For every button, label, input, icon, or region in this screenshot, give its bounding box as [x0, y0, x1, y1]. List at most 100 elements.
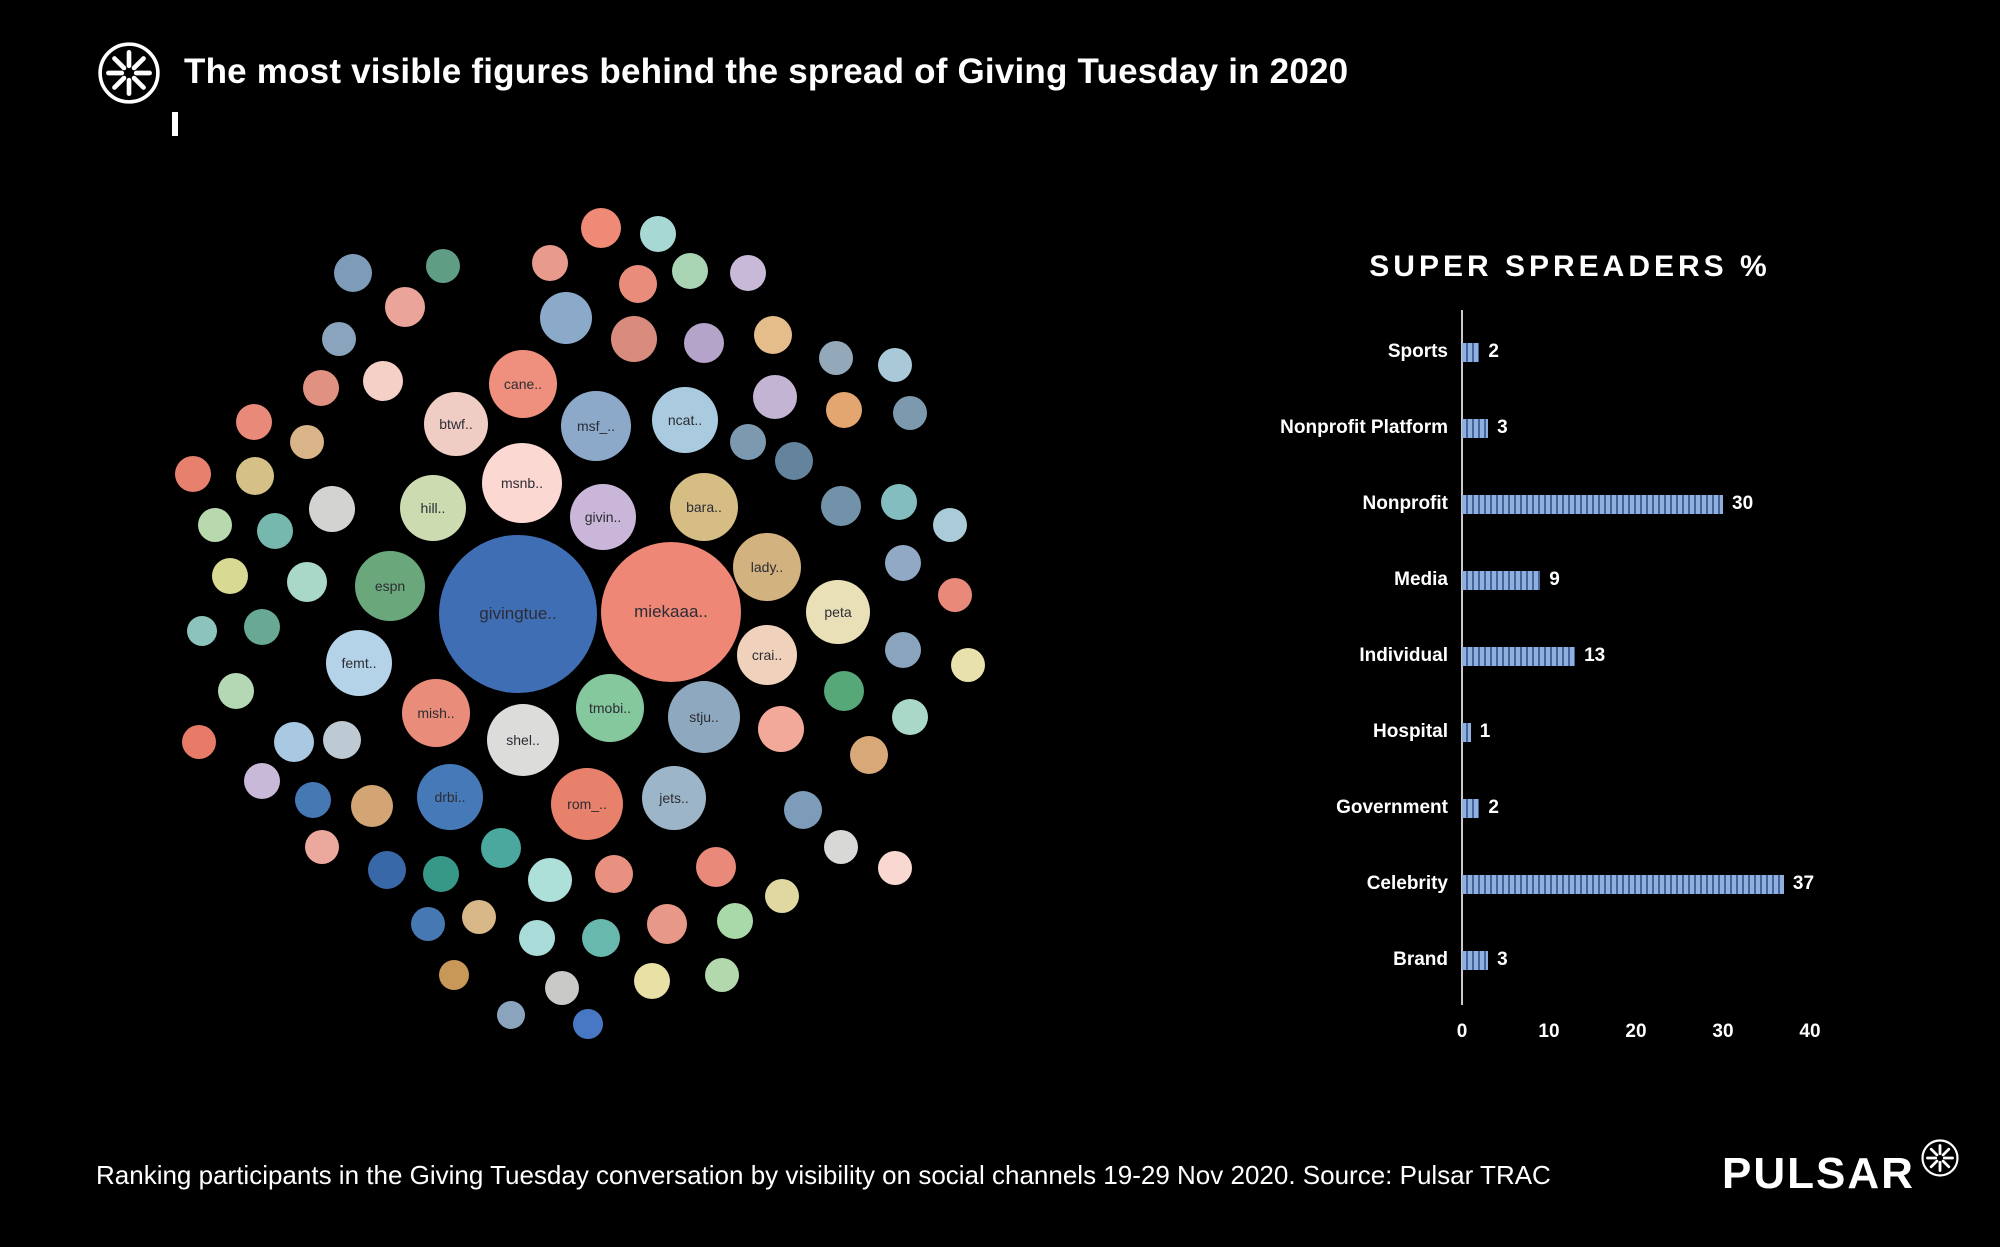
- bubble[interactable]: [696, 847, 736, 887]
- bubble[interactable]: [892, 699, 928, 735]
- bubble[interactable]: [881, 484, 917, 520]
- bubble-givin[interactable]: givin..: [570, 484, 636, 550]
- bubble[interactable]: [198, 508, 232, 542]
- bubble[interactable]: [423, 856, 459, 892]
- bubble[interactable]: [218, 673, 254, 709]
- bubble-ncat[interactable]: ncat..: [652, 387, 718, 453]
- bar[interactable]: [1462, 342, 1480, 362]
- bubble[interactable]: [323, 721, 361, 759]
- bubble[interactable]: [426, 249, 460, 283]
- bubble[interactable]: [938, 578, 972, 612]
- bubble[interactable]: [309, 486, 355, 532]
- bubble-femt[interactable]: femt..: [326, 630, 392, 696]
- bubble-cane[interactable]: cane..: [489, 350, 557, 418]
- bubble-msnb[interactable]: msnb..: [482, 443, 562, 523]
- bubble[interactable]: [244, 763, 280, 799]
- bubble[interactable]: [236, 404, 272, 440]
- bubble-bara[interactable]: bara..: [670, 473, 738, 541]
- bubble[interactable]: [640, 216, 676, 252]
- bar[interactable]: [1462, 950, 1489, 970]
- bubble-rom[interactable]: rom_..: [551, 768, 623, 840]
- bubble-hill[interactable]: hill..: [400, 475, 466, 541]
- bar[interactable]: [1462, 874, 1784, 894]
- bar[interactable]: [1462, 798, 1480, 818]
- bar[interactable]: [1462, 494, 1723, 514]
- bubble[interactable]: [619, 265, 657, 303]
- bubble[interactable]: [212, 558, 248, 594]
- bar[interactable]: [1462, 570, 1541, 590]
- bubble-jets[interactable]: jets..: [642, 766, 706, 830]
- bar[interactable]: [1462, 646, 1576, 666]
- bubble[interactable]: [730, 424, 766, 460]
- bubble-crai[interactable]: crai..: [737, 625, 797, 685]
- bubble[interactable]: [933, 508, 967, 542]
- bubble[interactable]: [878, 348, 912, 382]
- bubble-stju[interactable]: stju..: [668, 681, 740, 753]
- bubble[interactable]: [462, 900, 496, 934]
- bubble[interactable]: [878, 851, 912, 885]
- bubble[interactable]: [175, 456, 211, 492]
- bubble[interactable]: [758, 706, 804, 752]
- bubble[interactable]: [540, 292, 592, 344]
- bubble-tmobi[interactable]: tmobi..: [576, 674, 644, 742]
- bubble[interactable]: [672, 253, 708, 289]
- bubble[interactable]: [236, 457, 274, 495]
- bubble[interactable]: [545, 971, 579, 1005]
- bubble-peta[interactable]: peta: [806, 580, 870, 644]
- bubble[interactable]: [684, 323, 724, 363]
- bubble-givingtue[interactable]: givingtue..: [439, 535, 597, 693]
- bubble[interactable]: [368, 851, 406, 889]
- bubble[interactable]: [705, 958, 739, 992]
- bubble[interactable]: [363, 361, 403, 401]
- bubble[interactable]: [824, 830, 858, 864]
- bubble[interactable]: [850, 736, 888, 774]
- bubble[interactable]: [611, 316, 657, 362]
- bubble-msf[interactable]: msf_..: [561, 391, 631, 461]
- bubble[interactable]: [528, 858, 572, 902]
- bubble-lady[interactable]: lady..: [733, 533, 801, 601]
- bubble[interactable]: [305, 830, 339, 864]
- bubble[interactable]: [824, 671, 864, 711]
- bubble[interactable]: [385, 287, 425, 327]
- bubble[interactable]: [821, 486, 861, 526]
- bubble[interactable]: [411, 907, 445, 941]
- bubble[interactable]: [274, 722, 314, 762]
- bubble[interactable]: [257, 513, 293, 549]
- bubble[interactable]: [303, 370, 339, 406]
- bubble[interactable]: [826, 392, 862, 428]
- bubble[interactable]: [775, 442, 813, 480]
- bubble[interactable]: [819, 341, 853, 375]
- bubble[interactable]: [581, 208, 621, 248]
- bar[interactable]: [1462, 418, 1489, 438]
- bubble[interactable]: [290, 425, 324, 459]
- bubble[interactable]: [951, 648, 985, 682]
- bubble[interactable]: [295, 782, 331, 818]
- bubble-drbi[interactable]: drbi..: [417, 764, 483, 830]
- bubble[interactable]: [893, 396, 927, 430]
- bubble[interactable]: [754, 316, 792, 354]
- bubble[interactable]: [287, 562, 327, 602]
- bubble-btwf[interactable]: btwf..: [424, 392, 488, 456]
- bubble-espn[interactable]: espn: [355, 551, 425, 621]
- bubble[interactable]: [439, 960, 469, 990]
- bubble[interactable]: [595, 855, 633, 893]
- bubble[interactable]: [497, 1001, 525, 1029]
- bubble[interactable]: [187, 616, 217, 646]
- bubble[interactable]: [322, 322, 356, 356]
- bubble[interactable]: [182, 725, 216, 759]
- bubble[interactable]: [647, 904, 687, 944]
- bubble[interactable]: [765, 879, 799, 913]
- bubble[interactable]: [244, 609, 280, 645]
- bubble-mish[interactable]: mish..: [402, 679, 470, 747]
- bubble[interactable]: [532, 245, 568, 281]
- bubble[interactable]: [573, 1009, 603, 1039]
- bubble[interactable]: [634, 963, 670, 999]
- bubble[interactable]: [519, 920, 555, 956]
- bubble[interactable]: [334, 254, 372, 292]
- bubble[interactable]: [582, 919, 620, 957]
- bubble-shel[interactable]: shel..: [487, 704, 559, 776]
- bubble[interactable]: [784, 791, 822, 829]
- bar[interactable]: [1462, 722, 1471, 742]
- bubble-miekaaa[interactable]: miekaaa..: [601, 542, 741, 682]
- bubble[interactable]: [717, 903, 753, 939]
